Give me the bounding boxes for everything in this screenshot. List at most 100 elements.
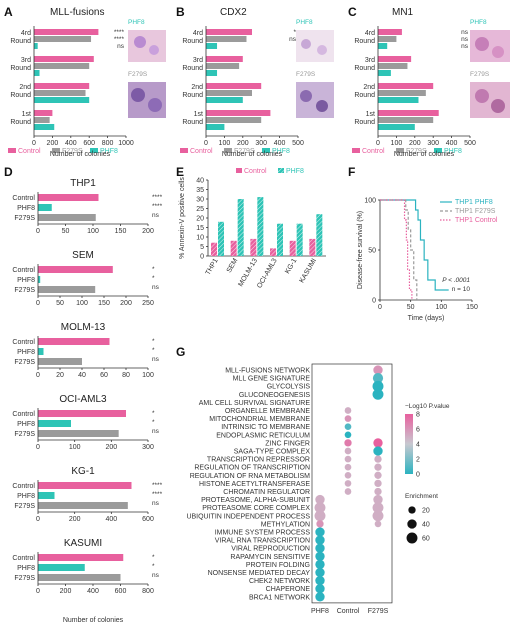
chart-a-bar-phf8-1 [34, 70, 40, 76]
chart-d-bar-0-1 [38, 204, 52, 211]
chart-d-xtick-label-1-0: 0 [36, 300, 40, 307]
chart-g-dot-11 [373, 446, 383, 456]
chart-g-term-5: ORGANELLE MEMBRANE [225, 408, 311, 415]
chart-c-ylabel-2: 2nd [363, 84, 375, 91]
chart-d-xtick-label-2-4: 80 [122, 372, 130, 379]
chart-g-dot-26 [314, 510, 326, 522]
legend-abc-a: Control F279S PHF8 [8, 148, 118, 155]
chart-e-ytick-label-7: 35 [196, 187, 204, 194]
chart-d-bar-2-0 [38, 338, 110, 345]
chart-g-dot-2 [372, 380, 384, 392]
chart-d-xtick-label-3-2: 200 [105, 444, 117, 451]
chart-b-bar-control-1 [206, 56, 243, 62]
chart-a-sig-2: ns [117, 43, 125, 50]
chart-d-sig-3-2: ns [152, 428, 160, 435]
chart-b-bar-f279s-2 [206, 90, 252, 96]
chart-g-dot-24 [314, 502, 326, 514]
chart-c-bar-f279s-0 [378, 36, 397, 42]
chart-g-term-18: UBIQUITIN INDEPENDENT PROCESS [186, 513, 310, 520]
chart-g-colorbar-tick-1: 6 [416, 427, 420, 434]
chart-c-sig-0: ns [461, 29, 469, 36]
chart-g-term-9: ZINC FINGER [265, 440, 310, 447]
chart-d-sig-4-2: ns [152, 500, 160, 507]
chart-g-term-4: AML CELL SURVIVAL SIGNATURE [199, 400, 311, 407]
chart-d-xtick-label-2-5: 100 [142, 372, 154, 379]
chart-d-sig-5-2: ns [152, 572, 160, 579]
chart-a-ylabel-2: 2nd [19, 84, 31, 91]
chart-d-sig-2-0: * [152, 338, 155, 345]
chart-f-line-0 [380, 199, 449, 291]
chart-e-bar-control-4 [289, 240, 296, 256]
panel-letter-e: E [176, 165, 184, 179]
chart-a-bar-f279s-3 [34, 117, 50, 123]
chart-d-cat-2-1: PHF8 [17, 349, 35, 356]
chart-g-dot-7 [344, 431, 352, 439]
chart-b-xtick-label-3: 300 [255, 140, 267, 147]
chart-g-dot-8 [344, 439, 352, 447]
chart-b-sig-1: ns [289, 36, 297, 43]
chart-g-term-14: HISTONE ACETYLTRANSFERASE [199, 481, 310, 488]
chart-g-term-23: RAPAMYCIN SENSITIVE [230, 554, 310, 561]
chart-d-cat-2-2: F279S [14, 359, 35, 366]
chart-d-xtick-label-3-3: 300 [142, 444, 154, 451]
chart-d-bar-5-1 [38, 564, 85, 571]
chart-b-bar-phf8-2 [206, 97, 243, 103]
chart-d-xtick-label-1-2: 100 [76, 300, 88, 307]
colorbar-label: −Log10 P.value [405, 403, 450, 410]
chart-d-sig-4-0: **** [152, 482, 163, 489]
chart-e-ytick-label-5: 25 [196, 206, 204, 213]
chart-a-bar-f279s-0 [34, 36, 92, 42]
chart-d-cat-2-0: Control [12, 339, 35, 346]
chart-b-bar-phf8-1 [206, 70, 218, 76]
chart-g-dot-37 [315, 584, 325, 594]
chart-g-term-24: PROTEIN FOLDING [246, 562, 310, 569]
chart-e-cat-2: MOLM-13 [237, 257, 259, 288]
chart-f-ytick-label-1: 50 [368, 248, 376, 255]
chart-d-xtick-label-0-4: 200 [142, 228, 154, 235]
chart-d-sig-1-0: * [152, 266, 155, 273]
legend-b-f279s: F279S [234, 148, 255, 155]
chart-a-ylabel2-3: Round [10, 119, 31, 126]
chart-a-ylabel-3: 1st [22, 111, 31, 118]
chart-g-size-label-0: 20 [422, 508, 430, 515]
chart-g-size-label-1: 40 [422, 522, 430, 529]
chart-a-xtick-label-0: 0 [32, 140, 36, 147]
chart-g-term-26: CHEK2 NETWORK [249, 578, 310, 585]
chart-b-bar-phf8-3 [206, 124, 225, 130]
chart-a-xtick-label-2: 400 [65, 140, 77, 147]
chart-e-cat-1: SEM [226, 257, 240, 274]
micrograph-c-label2: F279S [470, 71, 490, 78]
micrograph-c-label1: PHF8 [470, 19, 487, 26]
panel-letter-c: C [348, 5, 357, 19]
chart-c-xtick-label-5: 500 [464, 140, 476, 147]
chart-d-xtick-label-4-0: 0 [36, 516, 40, 523]
chart-c-ylabel2-1: Round [354, 65, 375, 72]
chart-d-xtick-label-5-0: 0 [36, 588, 40, 595]
chart-d-sig-1-1: * [152, 275, 155, 282]
chart-d-xtick-label-0-2: 100 [87, 228, 99, 235]
chart-b-bar-f279s-0 [206, 36, 247, 42]
chart-d-bar-2-1 [38, 348, 44, 355]
chart-a-bar-control-2 [34, 83, 90, 89]
chart-c-bar-phf8-2 [378, 97, 419, 103]
chart-g-dot-12 [344, 455, 352, 463]
chart-e-bar-control-0 [211, 242, 217, 256]
chart-f-ytick-label-2: 100 [364, 198, 376, 205]
chart-g-colorbar-tick-4: 0 [416, 472, 420, 479]
chart-c-xtick-label-0: 0 [376, 140, 380, 147]
chart-d-sig-0-0: **** [152, 194, 163, 201]
chart-a-bar-phf8-2 [34, 97, 90, 103]
chart-d-xtick-label-2-2: 40 [78, 372, 86, 379]
chart-b-xtick-label-5: 500 [292, 140, 304, 147]
chart-g-dot-19 [374, 479, 382, 488]
chart-e-bar-control-2 [250, 238, 257, 256]
micrograph-a-label2: F279S [128, 71, 148, 78]
chart-g-dot-29 [374, 520, 382, 528]
chart-c-bar-phf8-3 [378, 124, 415, 130]
chart-g-size-dot-1 [407, 519, 417, 529]
chart-g-colorbar-tick-3: 2 [416, 457, 420, 464]
chart-g-term-8: ENDOPLASMIC RETICULUM [216, 432, 310, 439]
chart-g-dot-1 [372, 373, 384, 384]
chart-d-sig-0-1: **** [152, 203, 163, 210]
chart-a-sig-0: **** [114, 29, 125, 36]
